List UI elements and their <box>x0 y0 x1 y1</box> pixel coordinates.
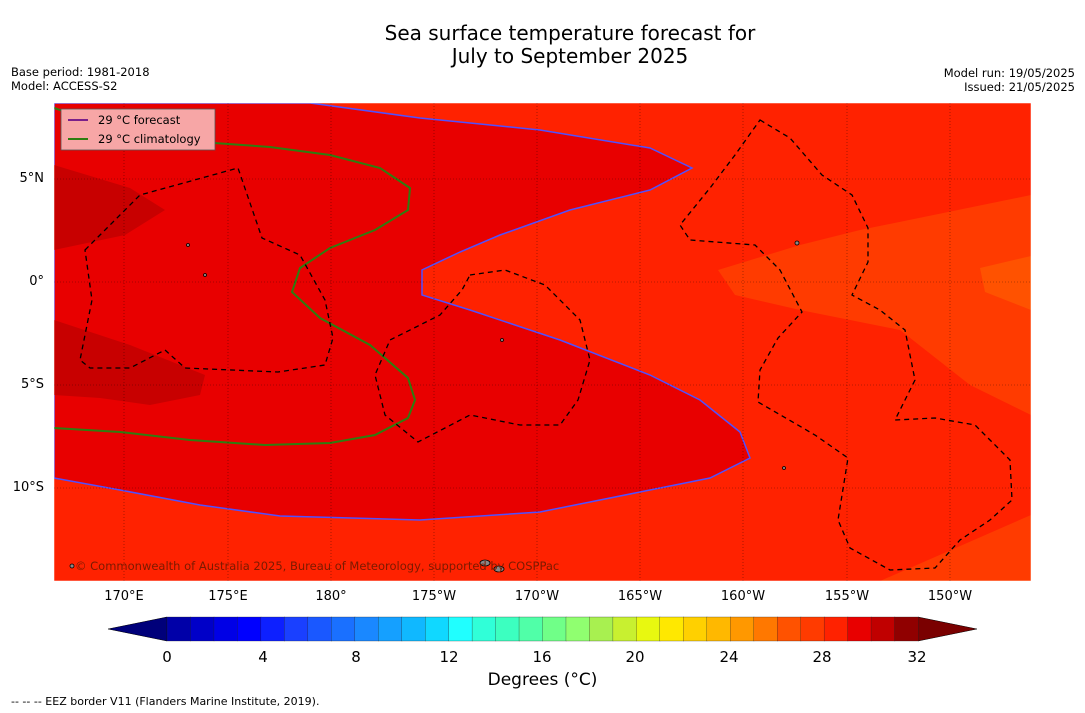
lon-label-160w: 160°W <box>720 589 766 604</box>
colorbar-swatch <box>237 616 262 642</box>
colorbar-swatch <box>331 616 356 642</box>
colorbar-swatch <box>659 616 684 642</box>
legend-climatology-label: 29 °C climatology <box>98 132 201 146</box>
colorbar-swatch <box>777 616 802 642</box>
colorbar-swatch <box>894 616 919 642</box>
gridlines <box>54 103 1031 581</box>
colorbar-swatch <box>518 616 544 642</box>
island-markers <box>69 240 800 573</box>
colorbar-swatch <box>354 616 379 642</box>
colorbar-swatch <box>730 616 755 642</box>
colorbar-swatch <box>284 616 309 642</box>
colorbar-swatch <box>378 616 403 642</box>
colorbar-tick-16: 16 <box>532 648 552 666</box>
map-plot-area: © Commonwealth of Australia 2025, Bureau… <box>54 103 1031 581</box>
lon-label-155w: 155°W <box>824 589 870 604</box>
lon-label-180: 180° <box>315 589 347 604</box>
colorbar-tick-24: 24 <box>719 648 739 666</box>
eez-border-note: -- -- -- EEZ border V11 (Flanders Marine… <box>11 695 320 708</box>
colorbar-tick-12: 12 <box>439 648 459 666</box>
lat-label-10s: 10°S <box>12 480 44 495</box>
colorbar-swatch <box>800 616 825 642</box>
colorbar-swatch <box>753 616 778 642</box>
legend-box <box>60 108 216 151</box>
colorbar-swatch <box>589 616 614 642</box>
colorbar-swatch <box>636 616 661 642</box>
colorbar-swatch <box>166 616 192 642</box>
colorbar-tick-0: 0 <box>162 648 172 666</box>
colorbar-swatch <box>542 616 567 642</box>
eez-border-central <box>374 269 591 443</box>
title-line-1: Sea surface temperature forecast for <box>384 21 756 45</box>
colorbar-swatch <box>823 616 849 642</box>
sst-27-28-region <box>718 195 1031 415</box>
title-line-2: July to September 2025 <box>451 44 689 68</box>
sst-30-31-region-south <box>54 320 205 405</box>
lon-label-175e: 175°E <box>208 589 248 604</box>
colorbar-tick-8: 8 <box>351 648 361 666</box>
eez-borders <box>79 119 1013 571</box>
colorbar-swatch <box>870 616 896 642</box>
colorbar-swatch <box>401 616 426 642</box>
lat-label-5n: 5°N <box>19 171 45 186</box>
lon-label-170e: 170°E <box>104 589 144 604</box>
colorbar-swatch <box>612 616 637 642</box>
colorbar-swatch <box>190 616 215 642</box>
lon-label-175w: 175°W <box>411 589 457 604</box>
colorbar-swatch <box>565 616 590 642</box>
colorbar-swatch <box>471 616 497 642</box>
lon-label-170w: 170°W <box>514 589 560 604</box>
colorbar <box>107 616 978 642</box>
colorbar-tick-4: 4 <box>258 648 268 666</box>
sst-27-28-region-south <box>880 515 1031 581</box>
legend: 29 °C forecast 29 °C climatology <box>60 108 216 151</box>
colorbar-swatch <box>847 616 872 642</box>
colorbar-swatch <box>495 616 520 642</box>
colorbar-tick-32: 32 <box>907 648 927 666</box>
lon-label-150w: 150°W <box>927 589 973 604</box>
model-run: Model run: 19/05/2025 <box>943 66 1075 80</box>
colorbar-swatch <box>213 616 238 642</box>
chart-title: Sea surface temperature forecast for Jul… <box>0 22 1085 68</box>
lat-label-5s: 5°S <box>20 377 44 392</box>
colorbar-min-extend <box>107 616 168 642</box>
sst-30-31-region-north <box>54 165 165 250</box>
colorbar-swatch <box>683 616 708 642</box>
sst-26-27-region <box>980 256 1031 310</box>
issued-date: Issued: 21/05/2025 <box>964 80 1075 94</box>
colorbar-swatch <box>260 616 285 642</box>
eez-border-east <box>679 119 1013 571</box>
meta-left: Base period: 1981-2018 Model: ACCESS-S2 <box>11 65 150 93</box>
colorbar-max-extend <box>917 616 978 642</box>
colorbar-swatch <box>706 616 731 642</box>
copyright-credit: © Commonwealth of Australia 2025, Bureau… <box>75 559 559 573</box>
model-name: Model: ACCESS-S2 <box>11 79 118 93</box>
meta-right: Model run: 19/05/2025 Issued: 21/05/2025 <box>944 66 1075 94</box>
colorbar-tick-20: 20 <box>625 648 645 666</box>
colorbar-swatch <box>425 616 450 642</box>
colorbar-swatch <box>448 616 473 642</box>
climatology-29c-contour <box>54 107 417 447</box>
legend-forecast-label: 29 °C forecast <box>98 113 181 127</box>
lat-label-0: 0° <box>29 274 44 289</box>
colorbar-swatch <box>307 616 332 642</box>
colorbar-tick-28: 28 <box>812 648 832 666</box>
lon-label-165w: 165°W <box>617 589 663 604</box>
eez-border-west <box>79 167 334 373</box>
base-period: Base period: 1981-2018 <box>11 65 150 79</box>
colorbar-title: Degrees (°C) <box>487 670 598 690</box>
